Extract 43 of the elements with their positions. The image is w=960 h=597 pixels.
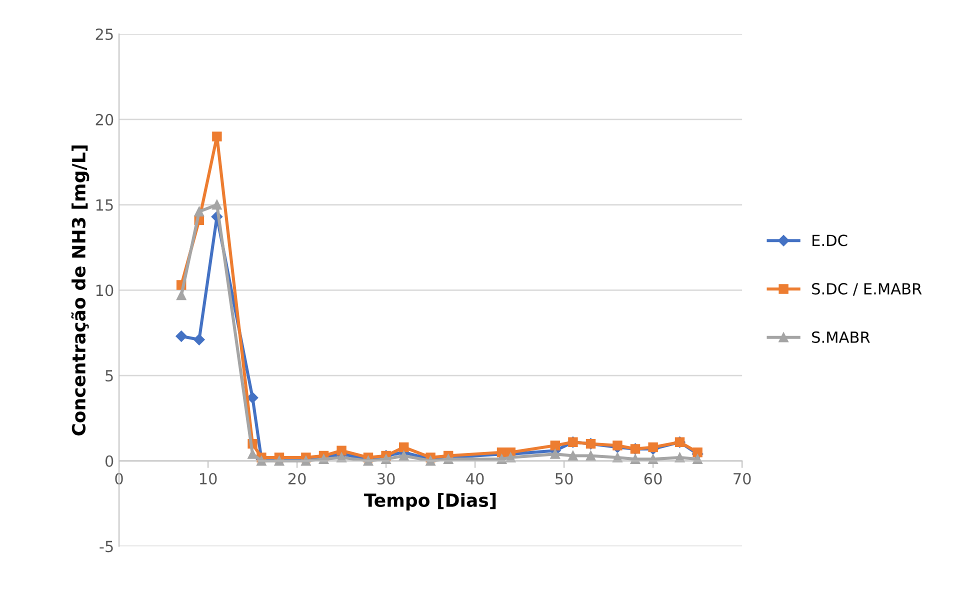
point [506, 452, 516, 462]
legend-label: E.DC [812, 234, 848, 246]
x-tick-label: 60 [644, 472, 662, 485]
y-tick-label: 5 [106, 370, 113, 382]
x-tick-label: 10 [200, 472, 217, 485]
point [176, 290, 186, 300]
point [248, 449, 258, 459]
point [586, 450, 596, 461]
y-tick-label: 20 [96, 114, 114, 126]
legend-label: S.DC / E.MABR [812, 283, 922, 296]
point [612, 440, 622, 450]
x-tick-label: 70 [734, 472, 751, 485]
point [398, 442, 409, 452]
x-tick-label: 40 [466, 472, 484, 485]
y-tick-label: 15 [96, 199, 113, 211]
point [692, 447, 702, 458]
point [212, 132, 222, 142]
legend-label: S.MABR [812, 331, 870, 343]
point [194, 206, 204, 216]
x-tick-label: 50 [556, 472, 573, 485]
point [550, 440, 560, 450]
point [612, 452, 622, 462]
y-tick-label: 10 [96, 284, 114, 296]
point [212, 200, 222, 210]
point [674, 452, 685, 462]
point [444, 454, 454, 464]
point [194, 334, 205, 346]
y-tick-label: 25 [96, 28, 113, 40]
point [336, 452, 346, 462]
y-axis-title: Concentração de NH3 [mg/L] [71, 145, 90, 436]
x-tick-label: 30 [378, 472, 395, 485]
point [398, 450, 409, 461]
point [648, 442, 658, 452]
point [176, 330, 187, 342]
x-axis-title: Tempo [Dias] [364, 493, 496, 511]
y-tick-label: 0 [105, 455, 114, 467]
point [363, 456, 374, 466]
point [550, 449, 560, 459]
point [336, 446, 346, 456]
point [274, 456, 284, 466]
x-tick-label: 20 [288, 472, 306, 485]
y-tick-label: -5 [100, 540, 113, 552]
point [568, 450, 578, 461]
